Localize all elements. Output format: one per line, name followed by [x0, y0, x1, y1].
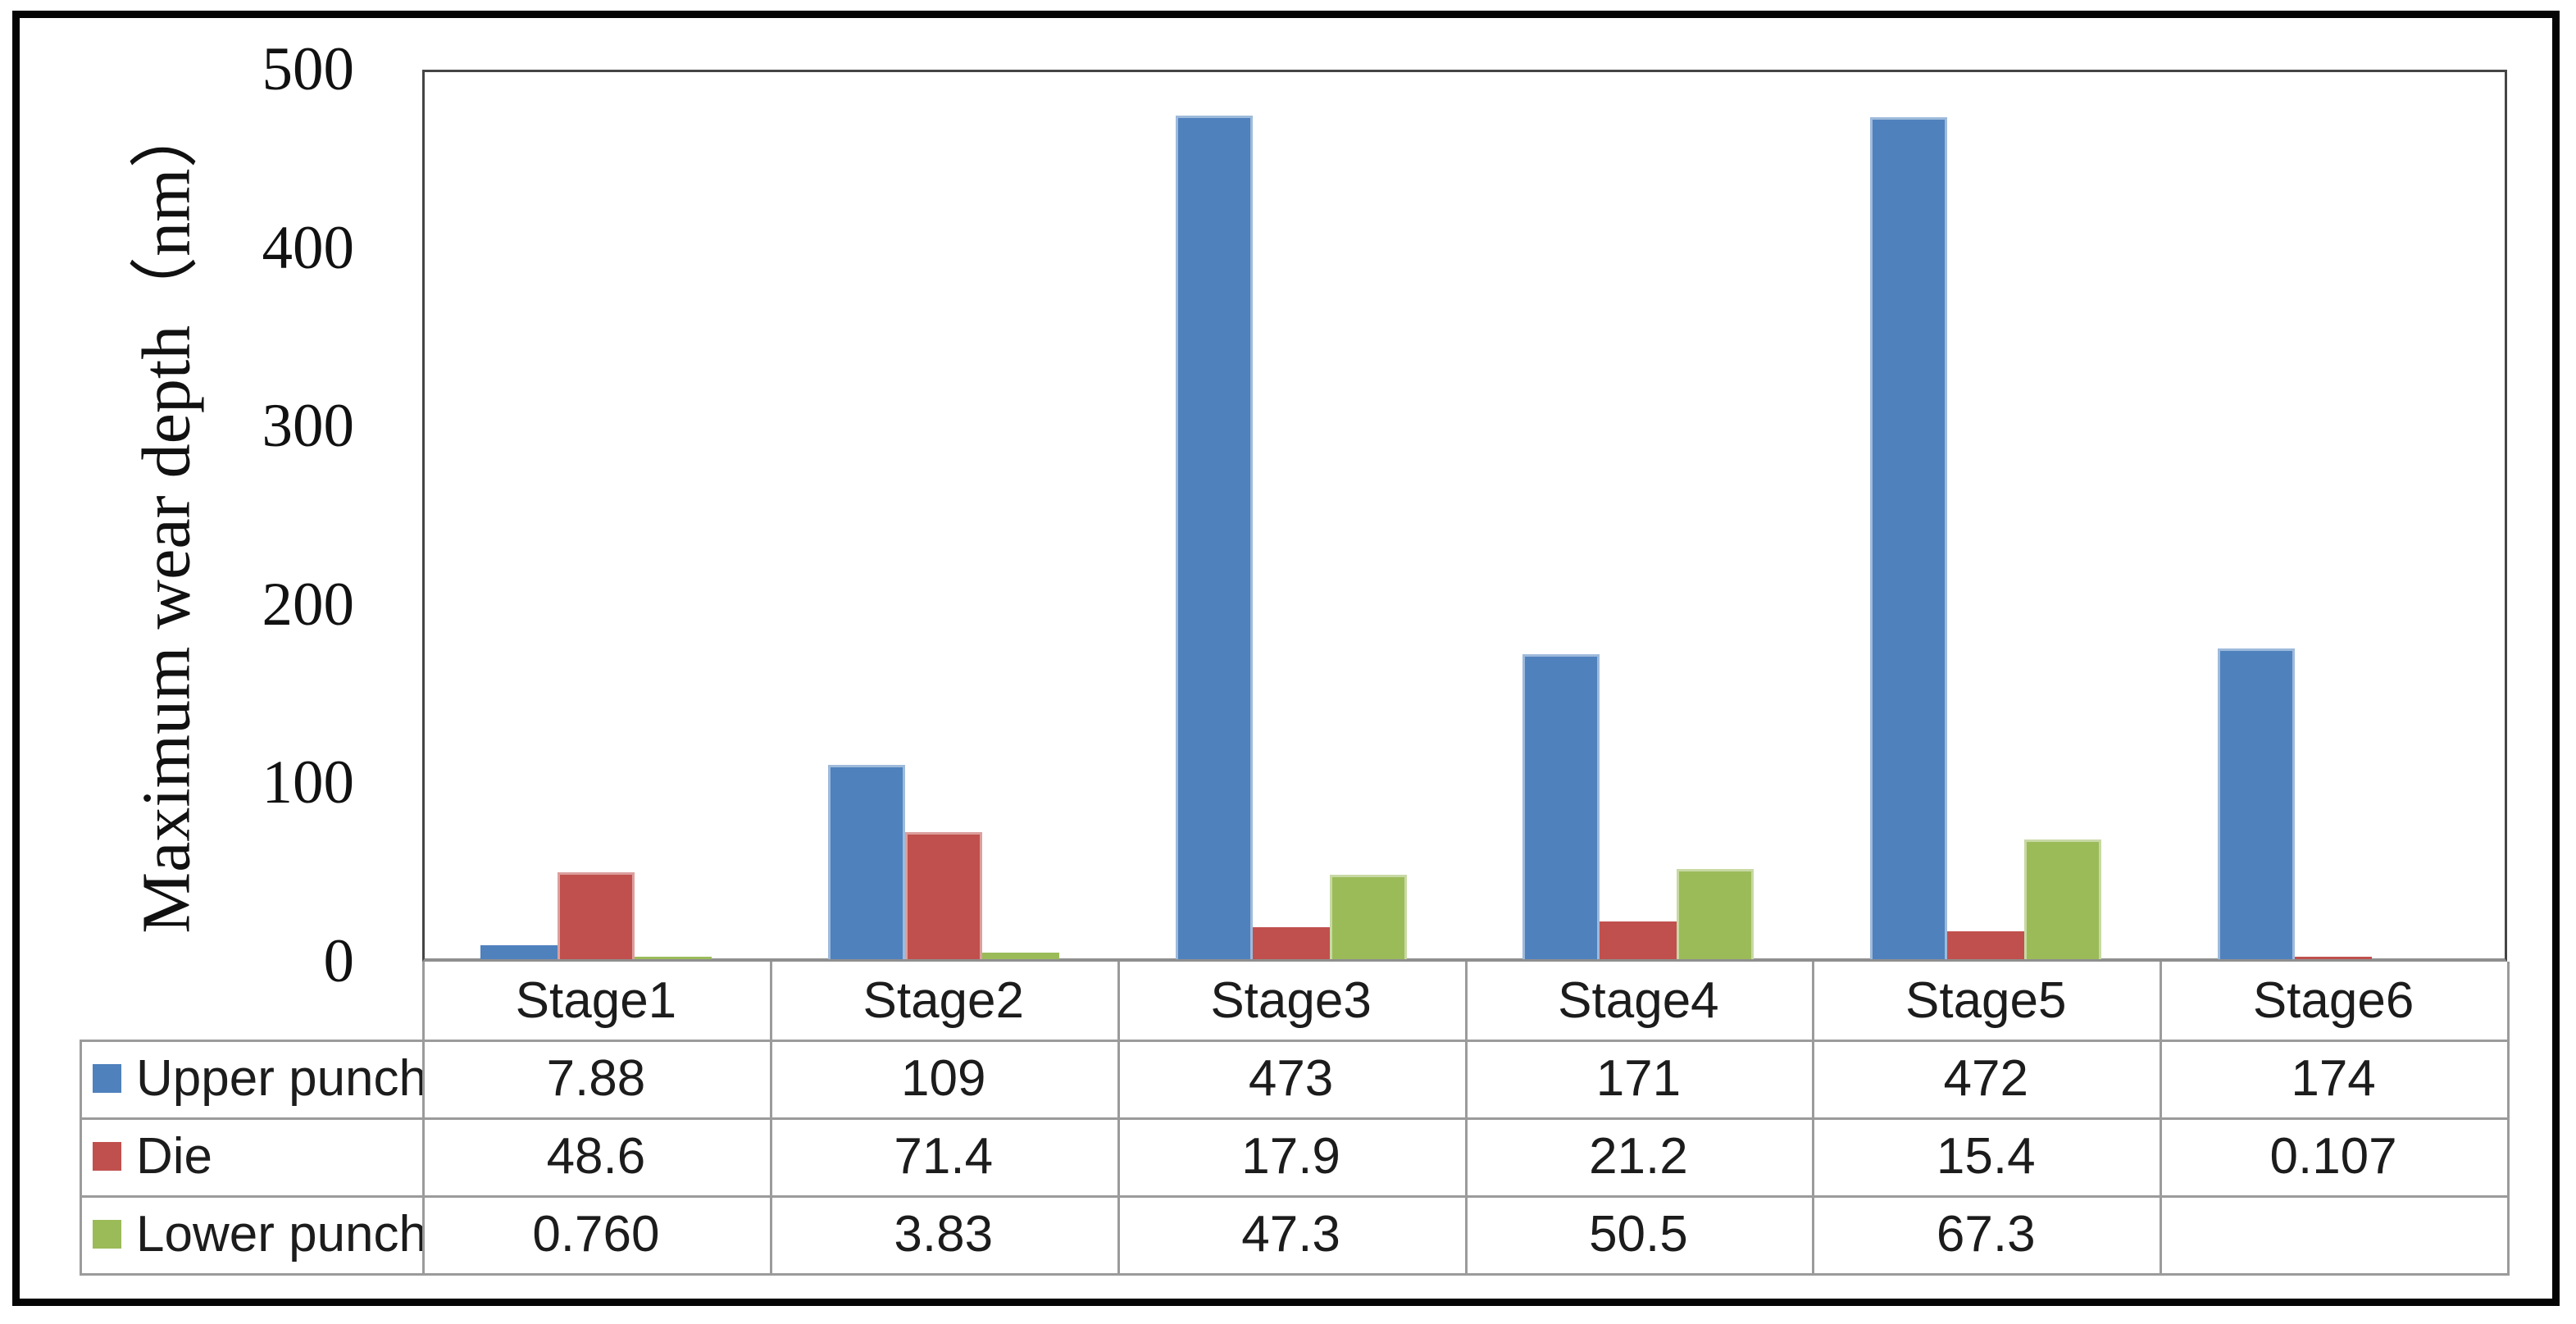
- bar-lower-punch-stage2: [981, 952, 1059, 959]
- legend-swatch-lower-punch: [93, 1220, 121, 1249]
- value-upper-punch-stage4: 171: [1595, 1050, 1682, 1107]
- value-upper-punch-stage2: 109: [901, 1050, 986, 1107]
- value-upper-punch-stage3: 473: [1248, 1050, 1334, 1107]
- table-vline: [2160, 962, 2163, 1276]
- legend-swatch-upper-punch: [93, 1064, 121, 1093]
- stage-label-stage5: Stage5: [1905, 972, 2067, 1029]
- legend-text-die: Die: [136, 1128, 213, 1185]
- value-die-stage5: 15.4: [1936, 1128, 2036, 1185]
- value-upper-punch-stage1: 7.88: [546, 1050, 646, 1107]
- value-lower-punch-stage1: 0.760: [532, 1206, 660, 1263]
- bar-lower-punch-stage4: [1677, 869, 1755, 959]
- bar-lower-punch-stage3: [1329, 875, 1407, 959]
- y-tick-label-400: 400: [262, 213, 355, 282]
- value-die-stage3: 17.9: [1241, 1128, 1340, 1185]
- bar-upper-punch-stage5: [1870, 116, 1948, 959]
- value-lower-punch-stage6: [2160, 1195, 2507, 1273]
- value-die-stage1: 48.6: [546, 1128, 646, 1185]
- stage-label-stage3: Stage3: [1210, 972, 1372, 1029]
- plot-area: [422, 70, 2507, 962]
- legend-text-upper-punch: Upper punch: [136, 1050, 428, 1107]
- y-tick-label-100: 100: [262, 748, 355, 817]
- bar-upper-punch-stage4: [1522, 653, 1600, 959]
- value-lower-punch-stage4: 50.5: [1589, 1206, 1688, 1263]
- table-vline: [1117, 962, 1120, 1276]
- table-hline: [80, 1195, 2510, 1198]
- bar-die-stage5: [1947, 931, 2025, 959]
- table-vline: [1464, 962, 1468, 1276]
- value-upper-punch-stage6: 174: [2291, 1050, 2376, 1107]
- bar-die-stage6: [2295, 957, 2373, 959]
- table-hline: [80, 1273, 2510, 1276]
- bar-die-stage1: [557, 872, 635, 959]
- y-tick-label-200: 200: [262, 570, 355, 639]
- value-die-stage4: 21.2: [1589, 1128, 1688, 1185]
- y-tick-label-0: 0: [323, 927, 355, 995]
- legend-lower-punch: Lower punch: [93, 1195, 429, 1273]
- bar-upper-punch-stage1: [480, 944, 558, 959]
- bar-upper-punch-stage3: [1175, 115, 1253, 959]
- y-tick-label-300: 300: [262, 392, 355, 461]
- bar-lower-punch-stage1: [634, 957, 712, 959]
- table-vline: [769, 962, 772, 1276]
- value-die-stage2: 71.4: [894, 1128, 994, 1185]
- stage-label-stage4: Stage4: [1558, 972, 1719, 1029]
- stage-label-stage6: Stage6: [2252, 972, 2414, 1029]
- stage-label-stage1: Stage1: [515, 972, 677, 1029]
- value-lower-punch-stage2: 3.83: [894, 1206, 994, 1263]
- legend-swatch-die: [93, 1142, 121, 1171]
- y-tick-label-500: 500: [262, 35, 355, 103]
- table-vline: [2507, 962, 2510, 1276]
- table-vline: [80, 1040, 82, 1276]
- value-lower-punch-stage3: 47.3: [1241, 1206, 1340, 1263]
- legend-text-lower-punch: Lower punch: [136, 1206, 428, 1263]
- bar-die-stage4: [1600, 921, 1677, 959]
- value-lower-punch-stage5: 67.3: [1936, 1206, 2036, 1263]
- bar-upper-punch-stage6: [2218, 648, 2296, 959]
- bar-die-stage2: [904, 831, 982, 959]
- table-hline: [80, 1117, 2510, 1120]
- stage-label-stage2: Stage2: [862, 972, 1024, 1029]
- legend-upper-punch: Upper punch: [93, 1040, 429, 1117]
- table-vline: [422, 962, 425, 1276]
- bar-upper-punch-stage2: [827, 764, 905, 959]
- value-die-stage6: 0.107: [2269, 1128, 2397, 1185]
- legend-die: Die: [93, 1117, 429, 1195]
- bar-lower-punch-stage5: [2024, 839, 2102, 959]
- value-upper-punch-stage5: 472: [1943, 1050, 2028, 1107]
- table-hline: [80, 1040, 2510, 1042]
- table-vline: [1812, 962, 1815, 1276]
- bar-die-stage3: [1252, 927, 1330, 959]
- figure-border: [12, 11, 2560, 1306]
